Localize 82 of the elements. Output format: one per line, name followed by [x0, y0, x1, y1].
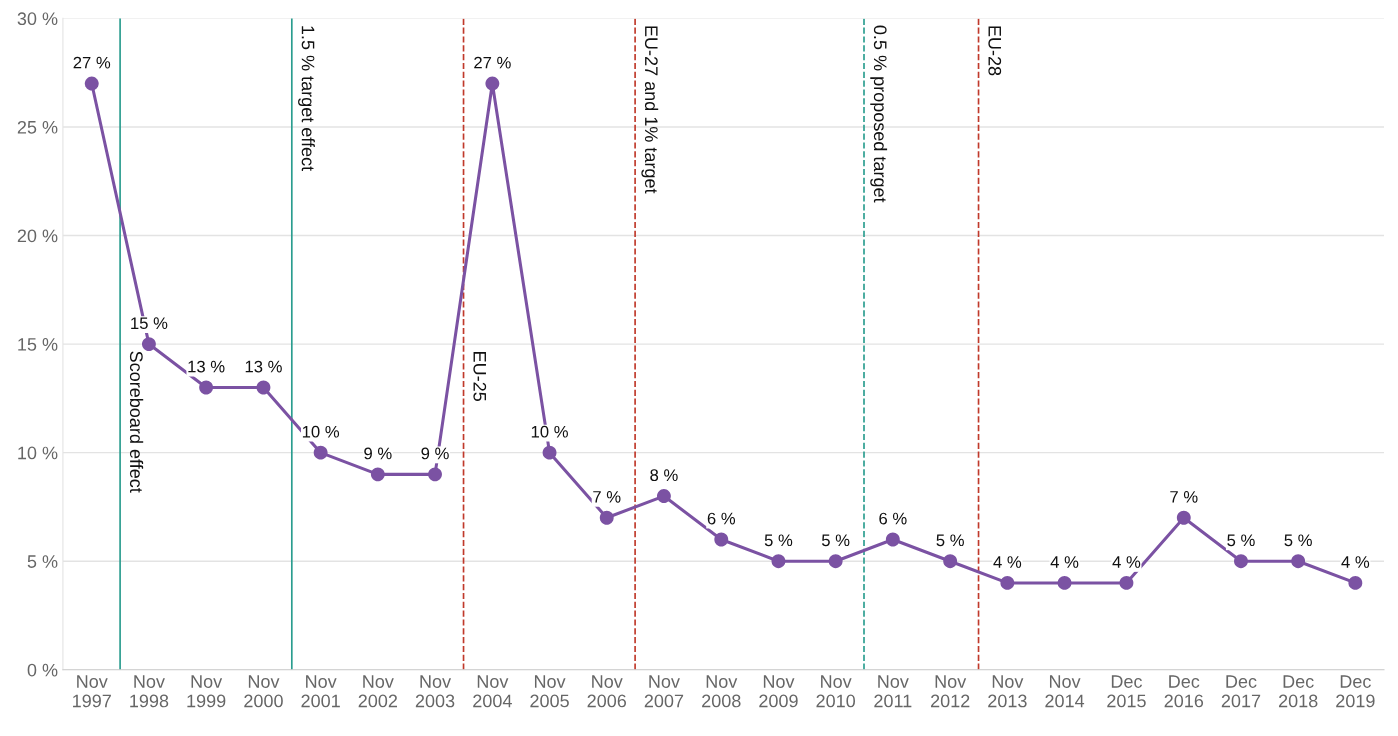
- data-label: 4 %: [1341, 556, 1370, 568]
- data-label: 7 %: [1170, 491, 1198, 503]
- point: [428, 467, 442, 482]
- y-tick-label: 15 %: [18, 338, 58, 351]
- x-tick-label: Nov 2002: [358, 675, 398, 708]
- point: [141, 337, 156, 352]
- point: [771, 554, 786, 569]
- data-label: 4 %: [1050, 556, 1079, 568]
- data-label: 9 %: [421, 447, 449, 460]
- ref-line-label: EU-27 and 1% target: [641, 26, 659, 194]
- point: [256, 380, 271, 395]
- point: [1000, 575, 1015, 590]
- point: [199, 380, 214, 395]
- x-tick-label: Nov 2004: [473, 675, 512, 708]
- point: [1057, 575, 1072, 590]
- data-label: 5 %: [936, 534, 964, 547]
- x-tick-label: Nov 2007: [644, 675, 684, 708]
- ref-line-label: 0.5 % proposed target: [870, 25, 888, 203]
- x-tick-label: Nov 2012: [931, 675, 970, 708]
- x-tick-label: Nov 2006: [587, 675, 627, 708]
- ref-line-label: EU-28: [988, 26, 1002, 76]
- data-label: 8 %: [650, 469, 678, 482]
- point: [485, 76, 500, 91]
- data-label: 6 %: [879, 512, 907, 525]
- point: [370, 467, 385, 482]
- x-tick-label: Nov 2005: [530, 675, 569, 708]
- y-tick-label: 20 %: [17, 229, 58, 243]
- x-tick-label: Nov 1998: [130, 675, 169, 708]
- point: [313, 445, 328, 460]
- point: [656, 489, 671, 504]
- y-tick-label: 5 %: [27, 555, 58, 568]
- x-tick-label: Nov 2010: [816, 675, 856, 708]
- x-tick-label: Nov 2003: [415, 675, 455, 708]
- point: [1176, 510, 1191, 525]
- data-label: 9 %: [364, 447, 392, 460]
- x-tick-label: Nov 1997: [73, 675, 111, 708]
- point: [1291, 554, 1306, 569]
- y-tick-label: 30 %: [17, 12, 58, 26]
- data-label: 4 %: [1112, 556, 1141, 568]
- data-label: 13 %: [245, 360, 282, 373]
- data-label: 10 %: [531, 425, 568, 438]
- data-label: 10 %: [302, 425, 340, 438]
- point: [542, 445, 557, 460]
- y-tick-label: 0 %: [27, 663, 58, 677]
- data-label: 6 %: [707, 512, 736, 525]
- point: [943, 554, 958, 569]
- x-tick-label: Dec 2018: [1278, 675, 1318, 708]
- data-label: 27 %: [474, 56, 511, 69]
- x-tick-label: Dec 2016: [1164, 675, 1204, 708]
- ref-line-label: EU-25: [473, 352, 487, 402]
- point: [828, 554, 843, 569]
- point: [885, 532, 900, 547]
- point: [599, 510, 614, 525]
- x-tick-label: Nov 2014: [1045, 675, 1085, 708]
- data-label: 15 %: [131, 317, 168, 330]
- x-tick-label: Nov 1999: [187, 675, 226, 708]
- x-tick-label: Nov 2011: [874, 675, 912, 708]
- point: [84, 76, 99, 91]
- data-label: 5 %: [821, 534, 850, 547]
- data-label: 5 %: [1284, 534, 1312, 547]
- x-tick-label: Nov 2008: [702, 675, 741, 708]
- data-label: 13 %: [188, 360, 225, 373]
- data-label: 4 %: [993, 556, 1022, 568]
- y-tick-label: 25 %: [17, 120, 58, 134]
- x-tick-label: Dec 2019: [1336, 675, 1375, 708]
- y-tick-label: 10 %: [18, 446, 58, 460]
- x-tick-label: Dec 2015: [1107, 675, 1146, 708]
- point: [714, 532, 729, 547]
- ref-line-label: 1.5 % target effect: [298, 26, 315, 171]
- ref-line-label: Scoreboard effect: [129, 351, 144, 493]
- point: [1119, 575, 1134, 590]
- x-tick-label: Nov 2000: [244, 675, 283, 708]
- x-tick-label: Nov 2009: [759, 675, 798, 708]
- data-label: 5 %: [764, 534, 793, 547]
- data-label: 5 %: [1227, 534, 1255, 547]
- x-tick-label: Nov 2013: [988, 675, 1027, 708]
- x-tick-label: Dec 2017: [1221, 675, 1261, 708]
- point: [1234, 554, 1248, 569]
- point: [1348, 575, 1363, 590]
- data-label: 27 %: [73, 56, 111, 69]
- x-tick-label: Nov 2001: [301, 675, 340, 708]
- data-label: 7 %: [593, 491, 621, 503]
